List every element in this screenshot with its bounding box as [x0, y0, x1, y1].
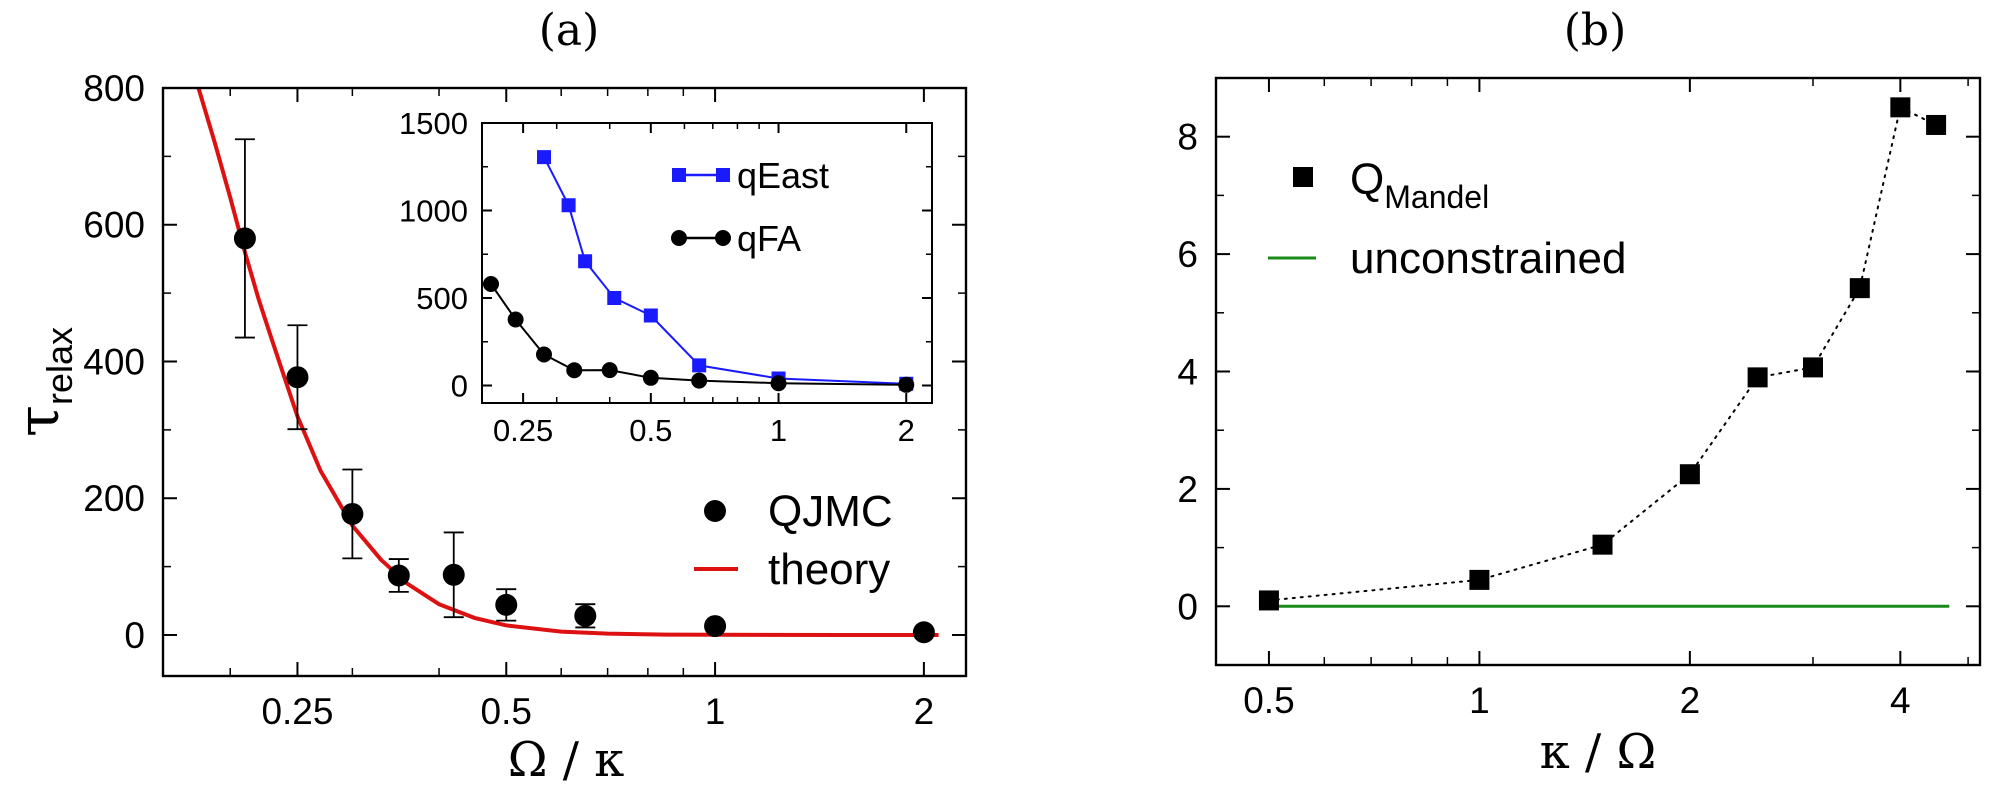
panel-a-y-tick-label: 800	[83, 68, 145, 109]
qmandel-marker	[1802, 357, 1823, 378]
panel-a: (a) 0.25 0.5 1 2 0 200 400 600 800 τrelax Ω / κ…	[4, 5, 968, 787]
panel-a-x-tick-label: 0.5	[481, 691, 532, 732]
legend-qeast-marker-1	[672, 168, 686, 182]
panel-b-x-tick-label: 4	[1890, 680, 1911, 721]
qmandel-marker	[1592, 534, 1613, 555]
panel-b: (b) 0.5 1 2 4 0 2 4 6 8 κ / Ω QMandel unconstra…	[1177, 5, 1982, 780]
panel-b-y-tick-label: 4	[1177, 352, 1198, 393]
panel-b-x-tick-label: 2	[1680, 680, 1701, 721]
qeast-marker	[643, 308, 658, 323]
qfa-marker	[770, 375, 787, 392]
legend-qmandel-label: QMandel	[1350, 155, 1489, 215]
panel-b-ticks	[1216, 77, 1980, 666]
qjmc-point	[912, 621, 935, 644]
legend-qeast-marker-2	[716, 168, 730, 182]
panel-a-y-tick-label: 200	[83, 478, 145, 519]
inset-y-tick-label: 1000	[399, 194, 468, 229]
panel-b-y-tick-label: 2	[1177, 469, 1198, 510]
qmandel-marker	[1679, 464, 1700, 485]
legend-qjmc-marker	[704, 500, 726, 522]
panel-a-x-tick-label: 0.25	[261, 691, 333, 732]
qfa-marker	[566, 362, 583, 379]
legend-qmandel-marker	[1293, 167, 1313, 187]
panel-a-label: (a)	[539, 5, 600, 56]
qeast-marker	[692, 358, 707, 373]
panel-b-y-tick-label: 8	[1177, 117, 1198, 158]
inset-x-tick-label: 2	[898, 413, 915, 448]
qmandel-marker	[1747, 367, 1768, 388]
panel-a-frame	[161, 86, 968, 678]
qeast-marker	[607, 291, 622, 305]
qmandel-marker	[1890, 97, 1911, 118]
legend-qjmc-label: QJMC	[768, 487, 893, 536]
panel-b-label: (b)	[1564, 5, 1627, 56]
panel-a-x-tick-label: 1	[705, 691, 726, 732]
qmandel-marker	[1926, 114, 1947, 135]
inset: 0.25 0.5 1 2 0 500 1000 1500 qEast qFA	[399, 106, 933, 448]
inset-y-tick-label: 1500	[399, 106, 468, 141]
panel-b-y-tick-label: 6	[1177, 234, 1198, 275]
panel-a-y-tick-label: 0	[124, 615, 145, 656]
qeast-marker	[536, 150, 551, 165]
qjmc-point	[574, 604, 597, 627]
panel-a-y-tick-labels: 0 200 400 600 800	[83, 68, 145, 656]
panel-a-x-tick-label: 2	[914, 691, 935, 732]
inset-legend: qEast qFA	[671, 155, 829, 259]
legend-unconstrained-label: unconstrained	[1350, 234, 1626, 283]
panel-b-frame	[1214, 76, 1982, 667]
panel-b-y-tick-label: 0	[1177, 586, 1198, 627]
inset-background	[482, 123, 932, 403]
qjmc-point	[286, 366, 309, 389]
qfa-marker	[482, 276, 499, 292]
qfa-marker	[642, 369, 659, 386]
panel-a-x-axis-label: Ω / κ	[508, 732, 624, 787]
qjmc-point	[387, 564, 410, 587]
inset-y-tick-label: 500	[416, 281, 468, 316]
panel-b-x-tick-label: 1	[1469, 680, 1490, 721]
qmandel-marker	[1849, 278, 1870, 299]
inset-frame	[481, 122, 933, 404]
panel-a-legend: QJMC theory	[694, 487, 893, 594]
inset-series	[482, 150, 915, 393]
panel-b-x-tick-label: 0.5	[1243, 680, 1294, 721]
legend-qfa-marker-2	[715, 230, 731, 246]
qjmc-point	[233, 227, 256, 250]
inset-x-tick-label: 1	[770, 413, 787, 448]
legend-qeast-label: qEast	[737, 155, 829, 196]
inset-x-tick-labels: 0.25 0.5 1 2	[493, 413, 915, 448]
panel-a-series	[196, 88, 939, 644]
qeast-line	[543, 156, 907, 385]
panel-a-y-axis-label: τrelax	[4, 327, 80, 437]
qeast-marker	[561, 198, 576, 213]
inset-y-tick-label: 0	[451, 369, 468, 404]
qmandel-marker	[1469, 569, 1490, 590]
legend-qfa-marker-1	[671, 230, 687, 246]
legend-qfa-label: qFA	[737, 218, 801, 259]
qjmc-point	[341, 502, 364, 525]
panel-b-legend: QMandel unconstrained	[1268, 155, 1626, 283]
inset-x-tick-label: 0.25	[493, 413, 553, 448]
panel-b-x-axis-label: κ / Ω	[1540, 724, 1656, 780]
panel-a-ticks	[163, 88, 966, 676]
inset-x-tick-label: 0.5	[629, 413, 672, 448]
qjmc-point	[704, 615, 727, 638]
qfa-marker	[601, 362, 618, 379]
panel-b-y-tick-labels: 0 2 4 6 8	[1177, 117, 1198, 628]
qfa-marker	[507, 311, 524, 328]
legend-theory-label: theory	[768, 545, 890, 594]
panel-a-x-tick-labels: 0.25 0.5 1 2	[261, 691, 934, 732]
qmandel-marker	[1258, 590, 1279, 611]
inset-y-tick-labels: 0 500 1000 1500	[399, 106, 468, 404]
panel-a-y-tick-label: 600	[83, 205, 145, 246]
qjmc-point	[495, 593, 518, 616]
qfa-marker	[535, 346, 552, 363]
qjmc-point	[442, 563, 465, 586]
panel-a-y-tick-label: 400	[83, 341, 145, 382]
panel-b-series	[1258, 97, 1950, 611]
qeast-marker	[578, 254, 593, 269]
panel-b-x-tick-labels: 0.5 1 2 4	[1243, 680, 1910, 721]
qfa-marker	[898, 376, 915, 393]
qfa-marker	[691, 372, 708, 389]
